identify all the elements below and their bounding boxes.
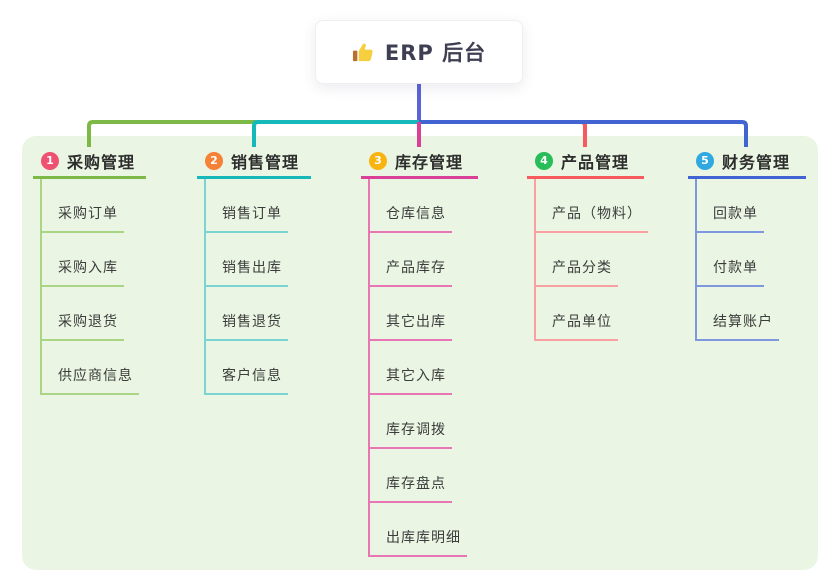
- child-connector-line: [695, 179, 697, 341]
- child-item-label: 其它入库: [368, 365, 452, 395]
- child-item-label: 其它出库: [368, 311, 452, 341]
- root-node[interactable]: ERP 后台: [315, 20, 523, 84]
- child-item-label: 客户信息: [204, 365, 288, 395]
- branch-header[interactable]: 2 销售管理: [197, 146, 311, 179]
- branch: 1 采购管理 采购订单采购入库采购退货供应商信息: [33, 146, 146, 395]
- child-item-label: 库存盘点: [368, 473, 452, 503]
- child-item-label: 结算账户: [695, 311, 779, 341]
- child-item-label: 采购退货: [40, 311, 124, 341]
- child-item-label: 供应商信息: [40, 365, 139, 395]
- child-item[interactable]: 采购退货: [40, 287, 124, 341]
- branch-number-badge: 1: [41, 152, 59, 170]
- child-item[interactable]: 付款单: [695, 233, 764, 287]
- branch-number-badge: 4: [535, 152, 553, 170]
- child-connector-line: [204, 179, 206, 395]
- child-connector-line: [40, 179, 42, 395]
- mindmap-panel: [22, 136, 818, 570]
- child-item-label: 产品分类: [534, 257, 618, 287]
- child-item[interactable]: 产品（物料）: [534, 179, 648, 233]
- child-item[interactable]: 采购入库: [40, 233, 124, 287]
- child-connector-line: [534, 179, 536, 341]
- child-item[interactable]: 产品分类: [534, 233, 618, 287]
- child-item-label: 采购入库: [40, 257, 124, 287]
- branch-header[interactable]: 1 采购管理: [33, 146, 146, 179]
- branch-label: 财务管理: [722, 153, 791, 172]
- child-item[interactable]: 仓库信息: [368, 179, 452, 233]
- branch-label: 产品管理: [561, 153, 630, 172]
- branch-header[interactable]: 5 财务管理: [688, 146, 806, 179]
- branch-number-badge: 3: [369, 152, 387, 170]
- child-item-label: 库存调拨: [368, 419, 452, 449]
- branch: 2 销售管理 销售订单销售出库销售退货客户信息: [197, 146, 311, 395]
- child-item-label: 付款单: [695, 257, 764, 287]
- thumbs-up-icon: [352, 41, 375, 64]
- child-item[interactable]: 库存调拨: [368, 395, 452, 449]
- branch-children: 产品（物料） 产品分类产品单位: [527, 179, 648, 341]
- branch-children: 回款单付款单结算账户: [688, 179, 779, 341]
- child-item-label: 销售退货: [204, 311, 288, 341]
- child-item[interactable]: 销售出库: [204, 233, 288, 287]
- branch-header[interactable]: 3 库存管理: [361, 146, 478, 179]
- child-item[interactable]: 库存盘点: [368, 449, 452, 503]
- child-item[interactable]: 产品库存: [368, 233, 452, 287]
- branch-children: 仓库信息产品库存其它出库其它入库库存调拨库存盘点出库库明细: [361, 179, 467, 557]
- branch-children: 销售订单销售出库销售退货客户信息: [197, 179, 288, 395]
- branch-label: 采购管理: [67, 153, 136, 172]
- branch-label: 销售管理: [231, 153, 300, 172]
- branch: 5 财务管理 回款单付款单结算账户: [688, 146, 806, 341]
- branch-label: 库存管理: [395, 153, 464, 172]
- child-item-label: 仓库信息: [368, 203, 452, 233]
- child-item[interactable]: 供应商信息: [40, 341, 139, 395]
- child-item[interactable]: 结算账户: [695, 287, 779, 341]
- branch-number-badge: 5: [696, 152, 714, 170]
- branch: 3 库存管理 仓库信息产品库存其它出库其它入库库存调拨库存盘点出库库明细: [361, 146, 478, 557]
- child-item[interactable]: 产品单位: [534, 287, 618, 341]
- child-item-label: 产品库存: [368, 257, 452, 287]
- child-item[interactable]: 其它入库: [368, 341, 452, 395]
- child-item-label: 销售订单: [204, 203, 288, 233]
- child-item-label: 出库库明细: [368, 527, 467, 557]
- child-item-label: 产品单位: [534, 311, 618, 341]
- child-connector-line: [368, 179, 370, 557]
- child-item-label: 销售出库: [204, 257, 288, 287]
- child-item[interactable]: 采购订单: [40, 179, 124, 233]
- child-item[interactable]: 其它出库: [368, 287, 452, 341]
- branch: 4 产品管理 产品（物料） 产品分类产品单位: [527, 146, 648, 341]
- child-item[interactable]: 出库库明细: [368, 503, 467, 557]
- child-item[interactable]: 销售订单: [204, 179, 288, 233]
- child-item[interactable]: 销售退货: [204, 287, 288, 341]
- branch-number-badge: 2: [205, 152, 223, 170]
- child-item-label: 产品（物料）: [534, 203, 648, 233]
- child-item-label: 采购订单: [40, 203, 124, 233]
- child-item[interactable]: 客户信息: [204, 341, 288, 395]
- root-title: ERP 后台: [384, 41, 487, 65]
- branch-children: 采购订单采购入库采购退货供应商信息: [33, 179, 139, 395]
- child-item-label: 回款单: [695, 203, 764, 233]
- branch-header[interactable]: 4 产品管理: [527, 146, 644, 179]
- child-item[interactable]: 回款单: [695, 179, 764, 233]
